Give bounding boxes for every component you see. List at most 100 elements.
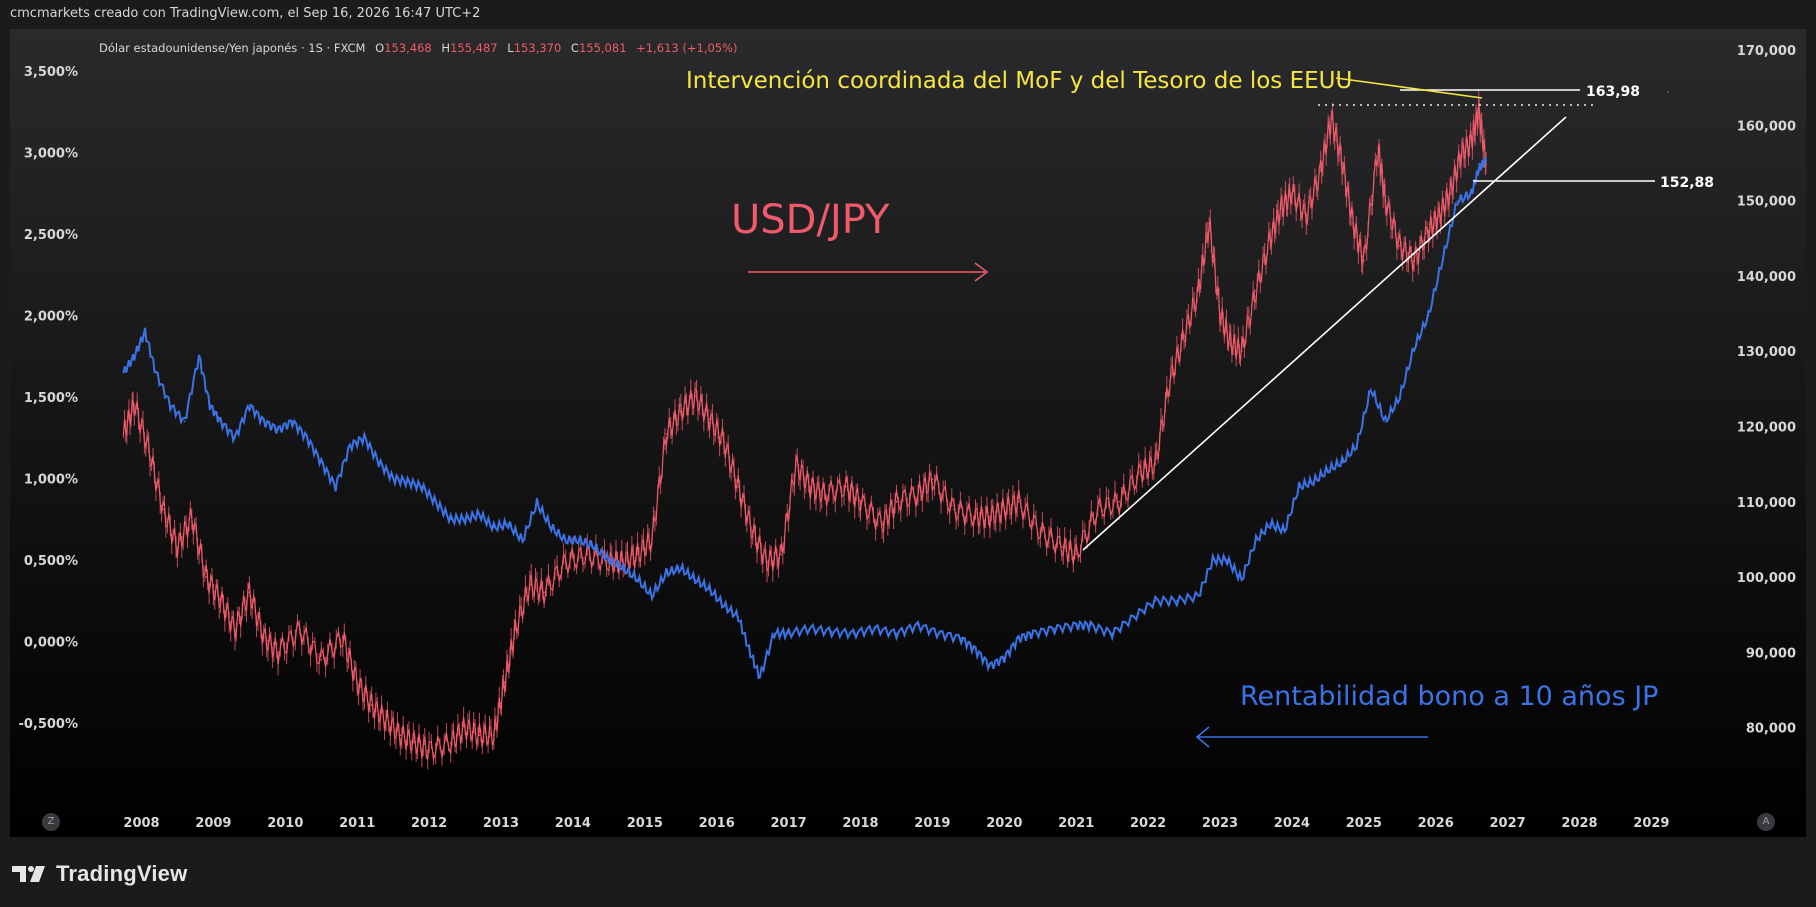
usdjpy-point — [931, 478, 934, 481]
usdjpy-point — [1183, 335, 1185, 337]
bond-yield-point — [989, 665, 991, 667]
zoom-reset-button[interactable]: Z — [42, 813, 60, 831]
open-label: O — [375, 41, 384, 55]
bond-yield-point — [306, 436, 308, 439]
plot-background — [10, 29, 1806, 837]
bond-yield-point — [198, 355, 200, 358]
bond-yield-point — [155, 371, 157, 374]
usdjpy-point — [1305, 214, 1308, 217]
usdjpy-point — [1003, 508, 1006, 511]
bond-yield-point — [234, 436, 236, 439]
chart-attribution: cmcmarkets creado con TradingView.com, e… — [10, 6, 481, 21]
bond-yield-point — [830, 630, 833, 633]
x-tick-label: 2012 — [411, 816, 447, 831]
usdjpy-point — [205, 576, 207, 578]
bond-yield-point — [1154, 599, 1157, 602]
bond-yield-point — [895, 632, 898, 635]
bond-yield-point — [1240, 578, 1243, 581]
usdjpy-point — [1478, 109, 1480, 111]
usdjpy-series — [122, 90, 1487, 770]
usdjpy-point — [1269, 237, 1272, 240]
bond-yield-point — [334, 485, 337, 488]
usdjpy-point — [737, 485, 740, 488]
bond-yield-point — [787, 632, 790, 635]
bond-yield-point — [248, 404, 251, 406]
bond-yield-point — [169, 404, 172, 406]
usdjpy-point — [751, 531, 754, 533]
usdjpy-point — [543, 591, 545, 593]
close-label: C — [571, 41, 579, 55]
right-tick-label: 150,000 — [1737, 195, 1796, 210]
bond-yield-point — [708, 588, 711, 591]
level-low-label: 152,88 — [1660, 175, 1714, 191]
usdjpy-point — [493, 734, 495, 736]
usdjpy-point — [413, 742, 416, 744]
bond-yield-point — [219, 420, 222, 423]
usdjpy-point — [1039, 531, 1042, 533]
bond-yield-point — [1470, 192, 1473, 195]
left-tick-label: 1,500% — [24, 391, 78, 406]
bond-yield-point — [1176, 599, 1178, 602]
bond-yield-point — [758, 676, 761, 679]
bond-yield-point — [122, 371, 125, 374]
usdjpy-point — [1075, 553, 1077, 556]
left-tick-label: 3,000% — [24, 147, 78, 162]
left-tick-label: 3,500% — [24, 65, 78, 80]
right-tick-label: 90,000 — [1746, 646, 1796, 661]
svg-text:Dólar estadounidense/Yen japon: Dólar estadounidense/Yen japonés · 1S · … — [99, 41, 738, 55]
bond-yield-point — [809, 627, 812, 630]
usdjpy-point — [1460, 154, 1462, 157]
usdjpy-point — [147, 448, 150, 450]
usdjpy-point — [564, 561, 567, 563]
bond-yield-point — [1327, 469, 1329, 472]
bond-yield-point — [636, 578, 639, 581]
usdjpy-point — [1427, 229, 1430, 232]
auto-scale-button[interactable]: A — [1757, 813, 1775, 831]
usdjpy-point — [823, 493, 826, 496]
usdjpy-point — [694, 395, 696, 398]
low-label: L — [507, 41, 514, 55]
usdjpy-point — [1377, 147, 1379, 149]
symbol-name: Dólar estadounidense/Yen japonés · 1S · … — [99, 41, 365, 55]
usdjpy-point — [809, 485, 811, 488]
level-high-label: 163,98 — [1586, 84, 1640, 100]
x-tick-label: 2016 — [699, 816, 735, 831]
usdjpy-point — [680, 410, 682, 413]
tradingview-logo[interactable]: TradingView — [12, 861, 187, 887]
trendline[interactable] — [1082, 116, 1567, 551]
x-tick-label: 2010 — [267, 816, 303, 831]
bond-yield-point — [1053, 627, 1056, 630]
bond-yield-point — [277, 428, 279, 431]
usdjpy-point — [1485, 162, 1487, 164]
bond-yield-point — [492, 526, 495, 529]
bond-yield-point — [1283, 529, 1286, 532]
bond-yield-point — [1477, 167, 1480, 170]
usdjpy-point — [1438, 214, 1441, 217]
usdjpy-point — [795, 463, 797, 466]
bond-yield-point — [550, 526, 553, 529]
usdjpy-point — [622, 561, 624, 563]
usdjpy-point — [234, 629, 236, 631]
x-tick-label: 2028 — [1561, 816, 1597, 831]
tradingview-brand: TradingView — [56, 861, 188, 886]
usdjpy-point — [298, 629, 301, 631]
intervention-pointer[interactable] — [1335, 77, 1483, 99]
usdjpy-point — [974, 516, 977, 518]
close-value: 155,081 — [579, 41, 627, 55]
bond-yield-point — [1413, 347, 1415, 349]
bond-yield-point — [1298, 485, 1300, 488]
bond-yield-point — [1384, 420, 1387, 423]
bond-yield-point — [320, 461, 323, 464]
usdjpy-point — [1255, 290, 1257, 292]
x-tick-label: 2027 — [1490, 816, 1526, 831]
bond-yield-point — [938, 632, 941, 635]
symbol-legend[interactable]: Dólar estadounidense/Yen japonés · 1S · … — [99, 41, 738, 55]
bond-yield-point — [1442, 257, 1444, 260]
left-tick-label: 2,000% — [24, 310, 78, 325]
usdjpy-point — [176, 546, 179, 548]
x-tick-label: 2013 — [483, 816, 519, 831]
usdjpy-point — [1470, 139, 1473, 142]
bond-yield-point — [1485, 159, 1487, 162]
bond-yield-point — [1032, 632, 1034, 635]
